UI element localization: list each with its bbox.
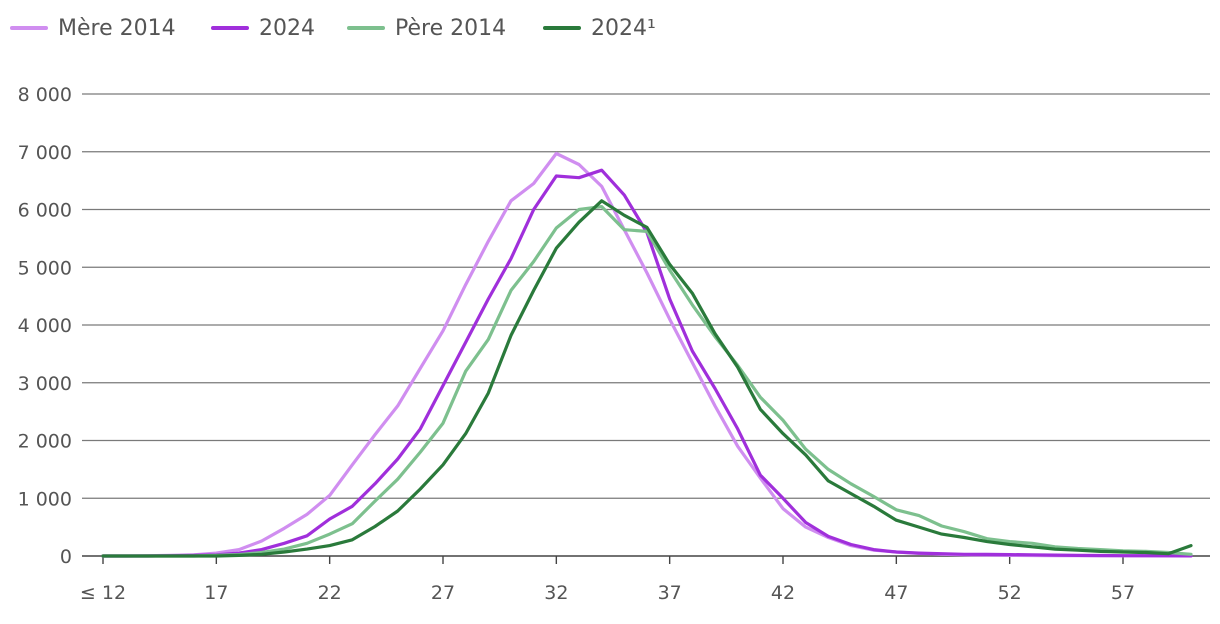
x-tick-label: 42 — [771, 582, 795, 604]
x-tick-label: 22 — [318, 582, 342, 604]
x-tick-label: 32 — [544, 582, 568, 604]
legend-label: 2024 — [259, 16, 315, 41]
legend-item: Mère 2014 — [10, 16, 176, 41]
gridlines — [82, 93, 1210, 499]
y-tick-label: 8 000 — [18, 84, 72, 106]
y-tick-label: 5 000 — [18, 257, 72, 279]
x-tick-label: 17 — [204, 582, 228, 604]
y-tick-label: 4 000 — [18, 315, 72, 337]
legend: Mère 2014 2024 Père 2014 2024¹ — [10, 16, 656, 41]
y-tick-label: 1 000 — [18, 488, 72, 510]
series-line-3 — [101, 205, 1193, 558]
x-tick-label: 57 — [1111, 582, 1135, 604]
legend-item: Père 2014 — [347, 16, 506, 41]
legend-item: 2024 — [211, 16, 315, 41]
legend-label: Père 2014 — [395, 16, 506, 41]
legend-item: 2024¹ — [543, 16, 656, 41]
y-tick-label: 6 000 — [18, 200, 72, 222]
x-tick-label: 52 — [998, 582, 1022, 604]
y-tick-label: 0 — [60, 546, 72, 568]
series-lines — [101, 151, 1193, 558]
axes: 0 1 000 2 000 3 000 4 000 5 000 6 000 7 000 8 00… — [18, 84, 1210, 604]
x-tick-label: 27 — [431, 582, 455, 604]
y-tick-label: 3 000 — [18, 373, 72, 395]
x-tick-label: 47 — [884, 582, 908, 604]
series-line-4 — [101, 199, 1193, 558]
legend-label: 2024¹ — [591, 16, 656, 41]
y-tick-label: 2 000 — [18, 431, 72, 453]
series-line-1 — [101, 151, 1193, 558]
x-tick-label: ≤ 12 — [80, 582, 126, 604]
x-tick-label: 37 — [658, 582, 682, 604]
y-tick-label: 7 000 — [18, 142, 72, 164]
legend-label: Mère 2014 — [58, 16, 176, 41]
